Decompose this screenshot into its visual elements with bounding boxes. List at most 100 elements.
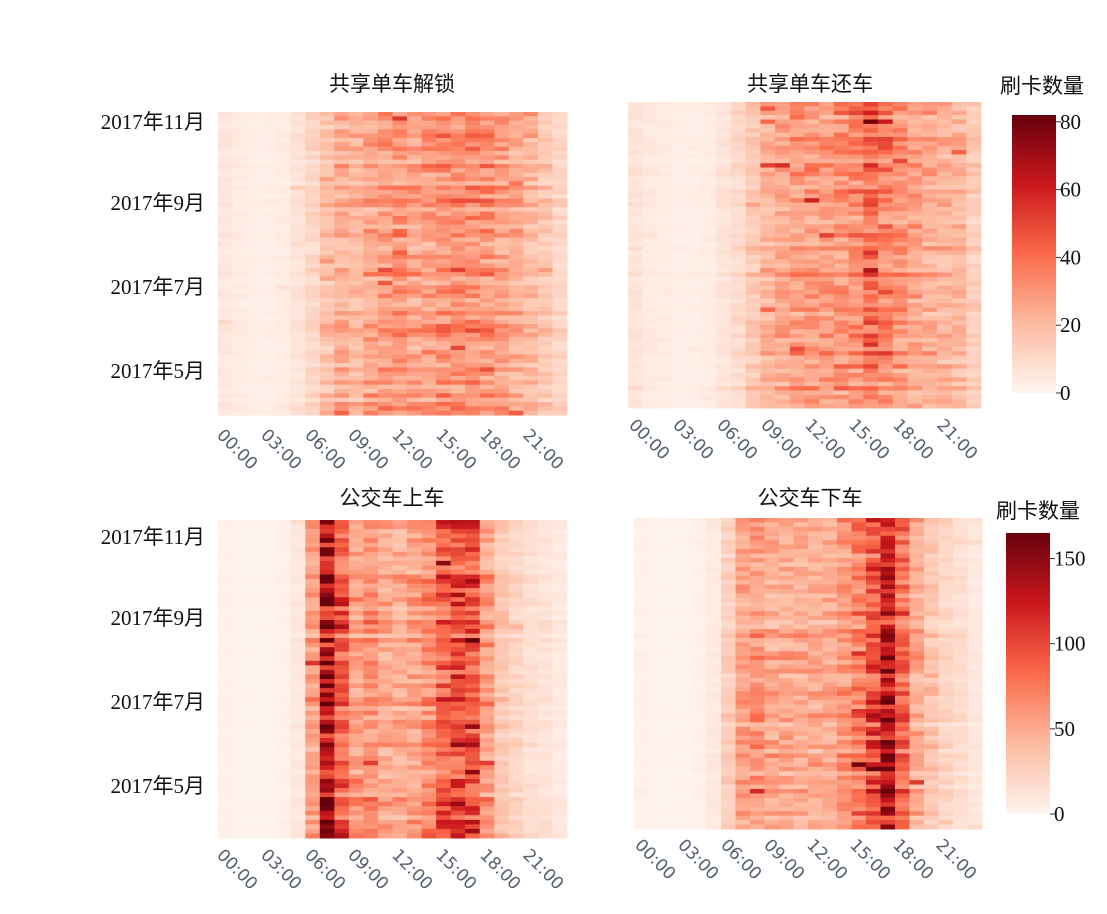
heatmap-cell <box>348 189 364 195</box>
heatmap-cell <box>261 706 277 712</box>
heatmap-cell <box>450 250 466 256</box>
heatmap-cell <box>276 756 292 762</box>
heatmap-cell <box>819 390 835 396</box>
heatmap-cell <box>232 697 248 703</box>
heatmap-cell <box>494 202 510 208</box>
heatmap-cell <box>537 565 553 571</box>
heatmap-cell <box>290 710 306 716</box>
heatmap-cell <box>319 542 335 548</box>
heatmap-cell <box>537 615 553 621</box>
heatmap-cell <box>494 168 510 174</box>
heatmap-cell <box>319 358 335 364</box>
heatmap-cell <box>804 359 820 365</box>
heatmap-cell <box>348 315 364 321</box>
heatmap-cell <box>479 319 495 325</box>
heatmap-cell <box>276 819 292 825</box>
panel-title: 公交车上车 <box>340 486 445 510</box>
heatmap-cell <box>657 324 673 330</box>
heatmap-cell <box>878 381 894 387</box>
heatmap-cell <box>450 315 466 321</box>
heatmap-cell <box>966 115 982 120</box>
heatmap-cell <box>436 146 452 152</box>
heatmap-cell <box>348 380 364 386</box>
heatmap-cell <box>730 158 747 164</box>
heatmap-cell <box>407 120 423 126</box>
heatmap-cell <box>363 565 379 571</box>
heatmap-cell <box>863 198 879 204</box>
heatmap-cell <box>672 202 688 208</box>
heatmap-cell <box>276 665 292 671</box>
heatmap-cell <box>465 202 481 208</box>
heatmap-cell <box>436 393 452 399</box>
heatmap-cell <box>730 307 747 313</box>
heatmap-cell <box>407 701 423 707</box>
heatmap-cell <box>966 224 982 230</box>
heatmap-cell <box>348 397 364 403</box>
heatmap-cell <box>363 293 379 299</box>
heatmap-cell <box>247 715 263 721</box>
heatmap-cell <box>392 302 408 308</box>
heatmap-cell <box>232 656 248 662</box>
heatmap-cell <box>436 289 452 295</box>
heatmap-cell <box>479 350 495 355</box>
heatmap-cell <box>479 579 495 585</box>
heatmap-cell <box>966 185 982 190</box>
heatmap-cell <box>392 783 408 789</box>
heatmap-cell <box>657 180 673 186</box>
heatmap-cell <box>552 315 568 321</box>
heatmap-cell <box>247 367 263 373</box>
heatmap-cell <box>552 289 568 295</box>
heatmap-cell <box>290 129 306 135</box>
heatmap-cell <box>863 268 879 273</box>
heatmap-cell <box>407 267 423 273</box>
heatmap-cell <box>479 285 495 290</box>
heatmap-cell <box>348 181 364 187</box>
heatmap-cell <box>819 276 835 282</box>
heatmap-cell <box>436 556 452 562</box>
heatmap-cell <box>319 601 335 607</box>
heatmap-cell <box>392 337 408 342</box>
heatmap-cell <box>421 760 437 766</box>
heatmap-cell <box>804 303 820 308</box>
heatmap-cell <box>833 316 850 322</box>
heatmap-cell <box>922 303 938 308</box>
heatmap-cell <box>936 311 953 317</box>
heatmap-cell <box>218 610 234 616</box>
heatmap-cell <box>436 592 452 598</box>
heatmap-cell <box>261 606 277 612</box>
heatmap-cell <box>922 403 938 409</box>
heatmap-cell <box>334 358 350 364</box>
heatmap-cell <box>436 647 452 653</box>
heatmap-cell <box>319 176 335 182</box>
heatmap-cell <box>290 642 306 648</box>
heatmap-cell <box>218 674 234 680</box>
heatmap-cell <box>508 354 524 360</box>
heatmap-cell <box>523 298 539 303</box>
heatmap-cell <box>290 319 306 325</box>
heatmap-cell <box>936 198 953 204</box>
heatmap-cell <box>552 583 568 589</box>
heatmap-cell <box>276 606 292 612</box>
heatmap-cell <box>628 237 644 243</box>
heatmap-cell <box>745 102 761 107</box>
heatmap-cell <box>465 246 481 252</box>
heatmap-cell <box>436 601 452 607</box>
heatmap-cell <box>377 237 393 243</box>
heatmap-cell <box>672 115 688 120</box>
heatmap-cell <box>936 228 953 234</box>
heatmap-cell <box>716 158 732 164</box>
heatmap-cell <box>878 333 894 339</box>
heatmap-cell <box>334 133 350 139</box>
heatmap-cell <box>863 403 879 409</box>
heatmap-cell <box>966 355 982 361</box>
heatmap-cell <box>407 542 423 548</box>
heatmap-cell <box>672 224 688 230</box>
heatmap-cell <box>907 289 923 295</box>
heatmap-cell <box>348 207 364 213</box>
heatmap-cell <box>819 386 835 392</box>
heatmap-cell <box>334 124 350 130</box>
heatmap-cell <box>966 351 982 357</box>
heatmap-cell <box>465 228 481 234</box>
heatmap-cell <box>508 656 524 662</box>
heatmap-cell <box>436 638 452 644</box>
